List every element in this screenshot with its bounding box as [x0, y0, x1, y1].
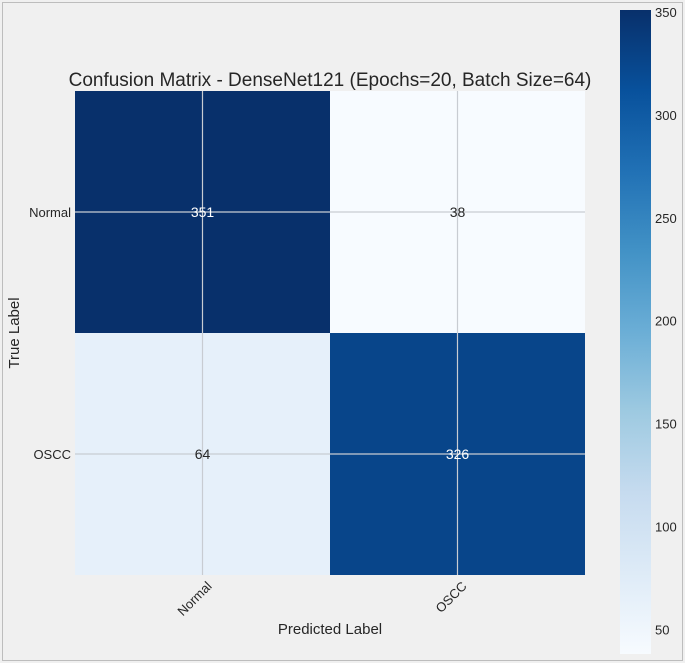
- colorbar-tick-labels: 50 100 150 200 250 300 350: [655, 5, 677, 637]
- colorbar-tick-label: 300: [655, 108, 677, 123]
- colorbar-tick-label: 100: [655, 519, 677, 534]
- colorbar-tick-label: 350: [655, 5, 677, 20]
- colorbar-tick-label: 200: [655, 314, 677, 329]
- colorbar-tick-label: 50: [655, 622, 669, 637]
- y-tick-labels: Normal OSCC: [29, 205, 71, 462]
- cell-value-labels: 351 38 64 326: [191, 204, 470, 462]
- x-tick-labels: Normal OSCC: [174, 578, 469, 618]
- heatmap-cells: [75, 91, 585, 575]
- y-axis-label: True Label: [6, 297, 23, 368]
- cell-value-label: 351: [191, 204, 215, 220]
- colorbar-tick-label: 150: [655, 417, 677, 432]
- cell-value-label: 326: [446, 446, 470, 462]
- chart-title: Confusion Matrix - DenseNet121 (Epochs=2…: [69, 70, 592, 91]
- x-tick-label: Normal: [174, 578, 214, 618]
- y-tick-label: OSCC: [33, 447, 71, 462]
- gridlines: [75, 91, 585, 575]
- x-tick-label: OSCC: [432, 579, 469, 616]
- cell-value-label: 38: [450, 204, 466, 220]
- colorbar: [620, 10, 651, 654]
- x-axis-label: Predicted Label: [278, 621, 382, 638]
- cell-value-label: 64: [195, 446, 211, 462]
- colorbar-tick-label: 250: [655, 211, 677, 226]
- y-tick-label: Normal: [29, 205, 71, 220]
